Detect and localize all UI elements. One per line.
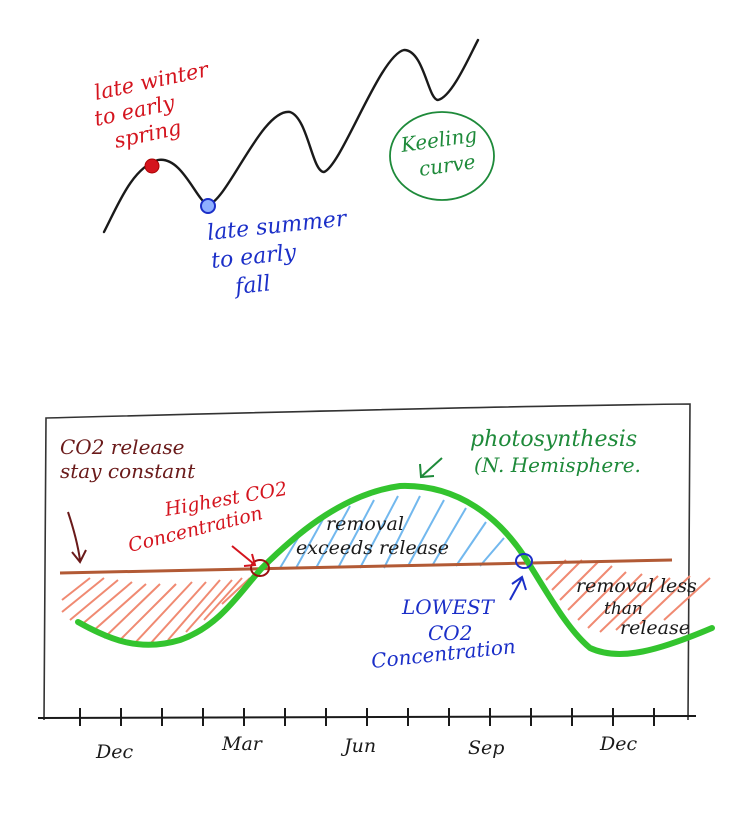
release-label-1: CO2 release (60, 435, 184, 459)
keeling-label-oval (389, 111, 495, 201)
constant-release-line (59, 558, 673, 575)
keeling-curve (102, 38, 480, 234)
keeling-sketch: late winter to early spring late summer … (92, 38, 495, 300)
keeling-label-2: curve (417, 149, 477, 181)
month-label-sep: Sep (468, 737, 504, 759)
diagram-frame (43, 403, 691, 721)
photosynthesis-arrow (419, 457, 443, 479)
photosynthesis-curve (75, 482, 715, 657)
removal-less-label-3: release (620, 617, 690, 639)
axis-ticks (79, 708, 655, 726)
photosynthesis-label-1: photosynthesis (470, 427, 637, 452)
lowest-label-2: CO2 (428, 621, 472, 645)
removal-less-label-1: removal less (576, 575, 697, 597)
lowest-label-1: LOWEST (401, 595, 496, 619)
seasonal-diagram: CO2 release stay constant photosynthesis… (37, 403, 715, 763)
keeling-max-marker (144, 158, 160, 174)
lowest-co2-marker (515, 553, 533, 569)
keeling-min-label-3: fall (232, 271, 272, 300)
left-hatch (61, 577, 251, 645)
release-label-2: stay constant (60, 459, 196, 483)
photosynthesis-label-2: (N. Hemisphere. (474, 453, 641, 477)
month-label-jun: Jun (340, 735, 376, 757)
highest-co2-marker (250, 559, 270, 577)
right-hatch (545, 559, 711, 633)
keeling-min-marker (200, 198, 216, 214)
month-label-mar: Mar (221, 733, 264, 755)
removal-exceeds-label-1: removal (326, 513, 404, 535)
month-label-dec-2: Dec (599, 733, 637, 755)
keeling-min-label-1: late summer (206, 206, 349, 246)
release-arrow (67, 511, 87, 564)
month-label-dec-1: Dec (95, 741, 133, 763)
lowest-arrow (509, 575, 527, 601)
highest-arrow (231, 545, 257, 567)
keeling-min-label-2: to early (210, 240, 298, 274)
removal-exceeds-label-2: exceeds release (296, 537, 449, 559)
removal-less-label-2: than (604, 599, 643, 619)
